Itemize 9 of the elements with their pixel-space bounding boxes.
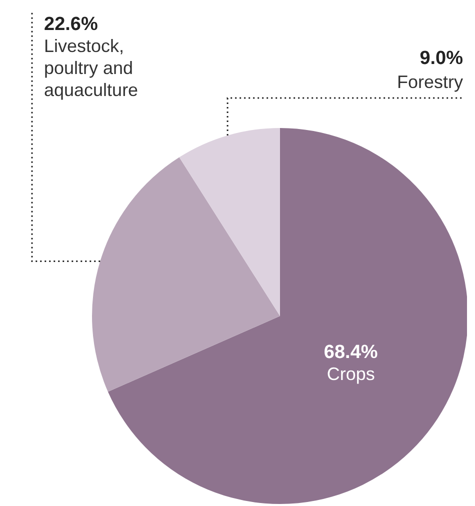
pie-slice xyxy=(92,157,280,392)
slice-label: Forestry xyxy=(396,72,463,92)
pie-slice xyxy=(179,128,280,316)
pie-slice xyxy=(108,128,467,504)
slice-label: Crops xyxy=(326,364,375,384)
slice-label: Livestock, poultry and aquaculture xyxy=(44,36,138,100)
data-label: 68.4% xyxy=(324,342,378,364)
data-label: 22.6% xyxy=(44,14,98,35)
data-label: 9.0% xyxy=(420,48,464,69)
